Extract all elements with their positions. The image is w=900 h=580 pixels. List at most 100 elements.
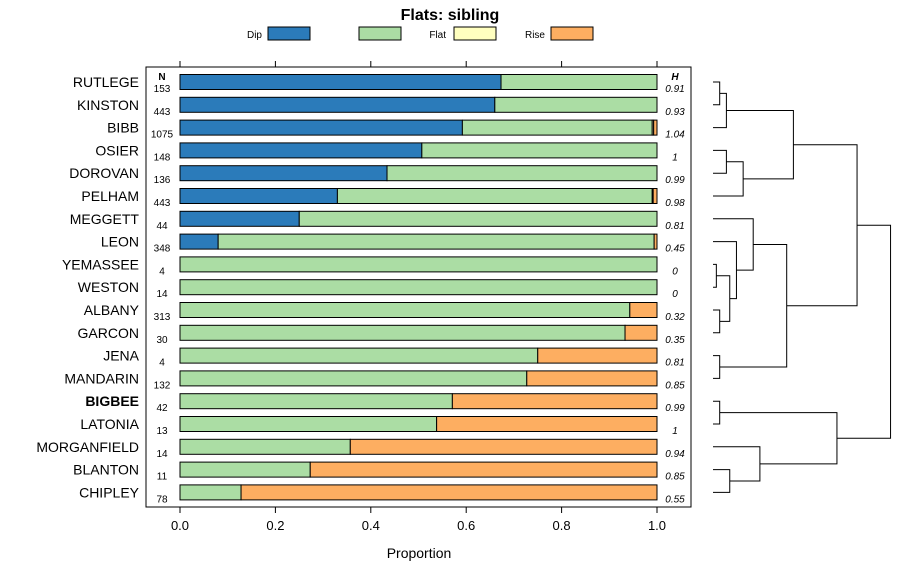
h-value: 0.94 — [665, 449, 685, 460]
dendrogram-branch — [713, 161, 744, 197]
dendrogram-branch — [713, 149, 727, 174]
row-label: CHIPLEY — [79, 484, 140, 500]
x-tick-label: 0.6 — [457, 518, 475, 533]
dendrogram-branch — [716, 275, 731, 322]
row-label: RUTLEGE — [73, 74, 139, 90]
bar-segment — [451, 393, 658, 410]
bar-segment — [179, 370, 528, 387]
dendrogram-branch — [836, 224, 892, 439]
bar-segment — [500, 74, 658, 90]
bar-segment — [179, 210, 300, 227]
bar-segment — [179, 233, 219, 250]
bar-segment — [436, 416, 658, 432]
n-value: 148 — [154, 152, 171, 163]
legend-swatch — [358, 26, 402, 41]
dendrogram-branch — [713, 355, 721, 379]
bar-segment — [461, 119, 653, 136]
bar-segment — [421, 142, 658, 159]
bar-segment — [179, 347, 539, 364]
n-value: 313 — [154, 312, 171, 323]
h-value: 0.81 — [665, 358, 684, 369]
h-value: 0.99 — [665, 403, 685, 414]
row-label: BIBB — [107, 120, 139, 136]
bar-segment — [179, 96, 496, 113]
h-value: 0.81 — [665, 221, 684, 232]
dendrogram-branch — [726, 110, 794, 180]
dendrogram-branch — [713, 263, 717, 288]
bar-segment — [494, 96, 658, 113]
bar-segment — [217, 233, 655, 250]
x-tick-label: 0.2 — [266, 518, 284, 533]
row-label: PELHAM — [81, 188, 139, 204]
row-label: BIGBEE — [85, 393, 139, 409]
row-label: LEON — [101, 234, 139, 250]
plot-panel — [145, 66, 692, 508]
bar-segment — [179, 438, 351, 455]
bar-segment — [179, 74, 502, 90]
dendrogram-branch — [713, 81, 721, 106]
bar-segment — [179, 324, 626, 341]
bar-segment — [526, 370, 658, 387]
bar-segment — [179, 142, 423, 159]
n-value: 44 — [156, 221, 168, 232]
bar-segment — [336, 188, 653, 204]
n-value: 348 — [154, 244, 171, 255]
h-value: 1 — [672, 152, 678, 163]
bar-segment — [624, 324, 658, 341]
n-value: 443 — [154, 198, 171, 209]
dendrogram-branch — [713, 469, 731, 493]
bar-segment — [653, 233, 658, 250]
bar-segment — [298, 210, 658, 227]
h-value: 0 — [672, 289, 678, 300]
legend-label: Flat — [429, 30, 446, 41]
bars-layer — [179, 74, 658, 501]
h-value: 0.45 — [665, 244, 685, 255]
bar-segment — [179, 188, 338, 204]
bar-segment — [179, 484, 242, 501]
x-tick-label: 1.0 — [648, 518, 666, 533]
chart-title: Flats: sibling — [401, 7, 500, 24]
h-value: 1.04 — [665, 130, 685, 141]
row-label: OSIER — [95, 142, 139, 158]
row-label: MANDARIN — [64, 370, 139, 386]
dendrogram-branch — [713, 446, 761, 482]
n-value: 132 — [154, 380, 171, 391]
legend-label: Dip — [247, 30, 262, 41]
h-column-header: H — [671, 72, 679, 83]
bar-segment — [240, 484, 658, 501]
dendrogram-branch — [713, 218, 754, 271]
row-label: YEMASSEE — [62, 256, 139, 272]
legend-label: Rise — [525, 30, 545, 41]
x-tick-label: 0.0 — [171, 518, 189, 533]
row-label: ALBANY — [84, 302, 140, 318]
dendrogram-branch — [713, 309, 721, 334]
row-labels: RUTLEGE 153 0.91 KINSTON 443 0.93 BIBB 1075 1.04… — [36, 74, 685, 505]
row-label: GARCON — [78, 325, 139, 341]
dendrogram — [713, 81, 892, 493]
legend-swatch — [453, 26, 497, 41]
row-label: BLANTON — [73, 462, 139, 478]
legend-swatch — [267, 26, 311, 41]
row-label: KINSTON — [77, 97, 139, 113]
bar-segment — [179, 119, 463, 136]
row-label: DOROVAN — [69, 165, 139, 181]
n-value: 14 — [156, 449, 168, 460]
bar-segment — [349, 438, 658, 455]
bar-segment — [652, 188, 658, 204]
x-tick-label: 0.8 — [553, 518, 571, 533]
bar-segment — [179, 256, 658, 273]
n-column-header: N — [158, 72, 165, 83]
dendrogram-branch — [713, 400, 721, 425]
bar-segment — [653, 119, 658, 136]
n-value: 1075 — [151, 130, 174, 141]
row-label: LATONIA — [80, 416, 139, 432]
h-value: 0.98 — [665, 198, 685, 209]
dendrogram-branch — [786, 144, 858, 307]
n-value: 13 — [156, 426, 168, 437]
n-value: 42 — [156, 403, 168, 414]
n-value: 136 — [154, 175, 171, 186]
n-value: 4 — [159, 266, 165, 277]
n-value: 78 — [156, 494, 168, 505]
bar-segment — [309, 461, 658, 478]
